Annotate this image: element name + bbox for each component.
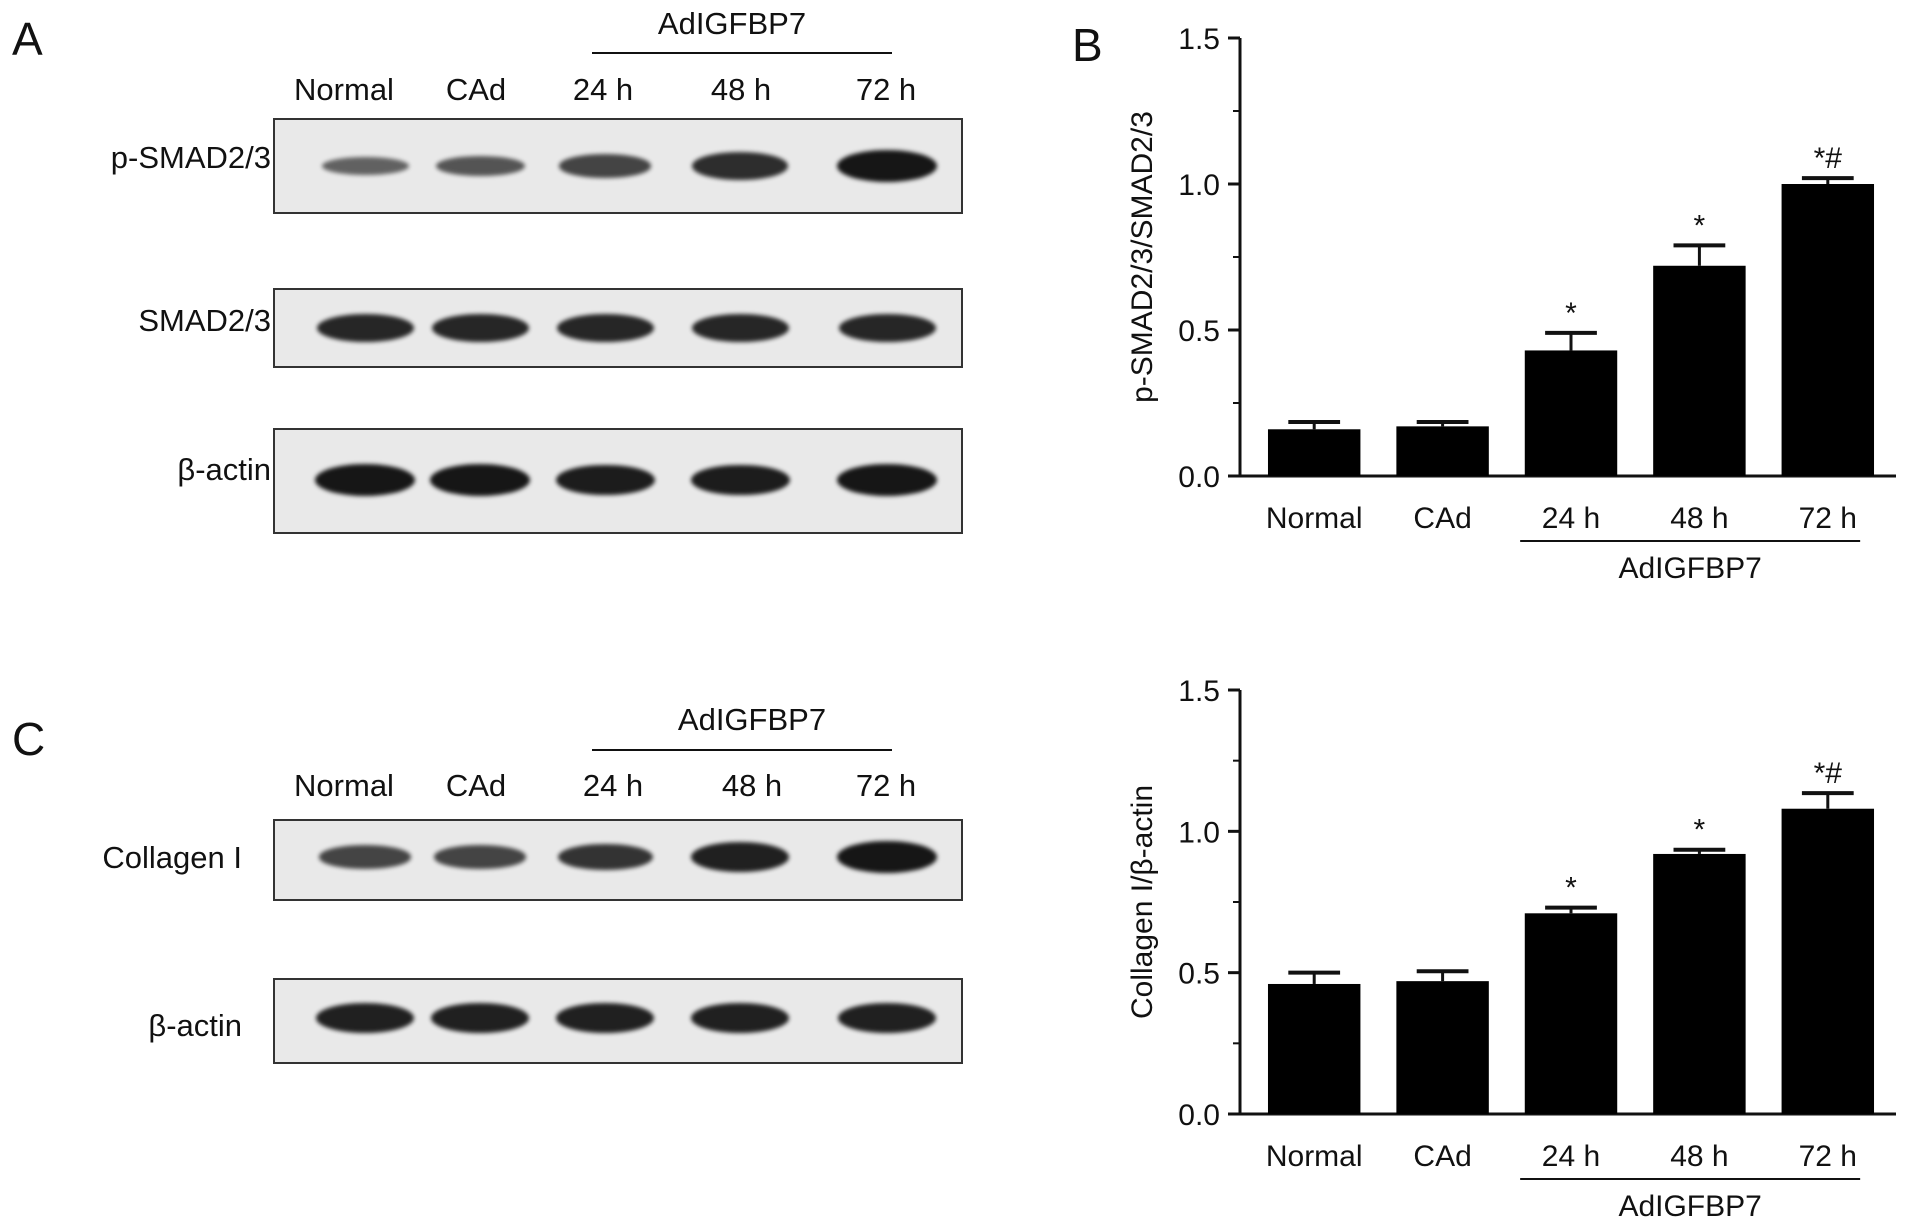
blot-band — [555, 464, 655, 496]
x-tick-label: Normal — [1266, 502, 1363, 535]
group-label: AdIGFBP7 — [1618, 1190, 1761, 1223]
panel-c-group-line — [592, 749, 892, 751]
panel-a-group-label: AdIGFBP7 — [657, 6, 807, 41]
bar — [1781, 808, 1875, 1114]
blot-band — [321, 157, 409, 175]
y-axis-label: Collagen I/β-actin — [1126, 785, 1159, 1019]
x-tick-label: 48 h — [1670, 502, 1728, 535]
blot-band — [319, 845, 411, 869]
panel-c-letter: C — [12, 713, 46, 765]
blot-band — [435, 156, 525, 176]
panel-c-row-label-collagen: Collagen I — [102, 840, 242, 875]
panel-c-row-label-actin: β-actin — [148, 1008, 242, 1043]
panel-b-letter: B — [1072, 19, 1103, 71]
panel-a-lane-label: 48 h — [710, 72, 772, 107]
x-tick-label: Normal — [1266, 1140, 1363, 1173]
significance-marker: *# — [1814, 142, 1843, 175]
panel-a-row-label-psmad: p-SMAD2/3 — [110, 140, 271, 175]
blot-band — [431, 313, 529, 343]
panel-a-row-label-smad: SMAD2/3 — [138, 303, 271, 338]
panel-a-row-label-actin: β-actin — [177, 452, 271, 487]
blot-band — [556, 313, 654, 343]
x-tick-label: 24 h — [1542, 1140, 1600, 1173]
panel-a-lane-label: CAd — [445, 72, 507, 107]
blot-band — [690, 464, 790, 496]
y-tick-label: 0.5 — [1178, 958, 1220, 991]
x-tick-label: 72 h — [1799, 502, 1857, 535]
panel-c-lane-label: 24 h — [582, 768, 644, 803]
significance-marker: * — [1694, 814, 1706, 847]
blot-band — [692, 152, 788, 180]
panel-c-blot-collagen — [273, 819, 963, 901]
blot-band — [316, 313, 414, 343]
x-tick-label: 48 h — [1670, 1140, 1728, 1173]
blot-band — [316, 1003, 414, 1033]
y-tick-label: 0.5 — [1178, 315, 1220, 348]
panel-a-blot-smad — [273, 288, 963, 368]
panel-a-blot-psmad — [273, 118, 963, 214]
group-label: AdIGFBP7 — [1618, 552, 1761, 585]
blot-band — [691, 313, 789, 343]
bar — [1267, 983, 1361, 1114]
panel-a-lane-label: 72 h — [855, 72, 917, 107]
blot-band — [838, 313, 936, 343]
y-tick-label: 1.5 — [1178, 23, 1220, 56]
bar-chart-collagen: 0.0 0.5 1.0 1.5 Collagen I/β-actin Normal CAd *… — [1126, 675, 1896, 1223]
blot-band — [691, 1003, 789, 1033]
x-tick-label: 72 h — [1799, 1140, 1857, 1173]
bar — [1524, 913, 1618, 1114]
significance-marker: * — [1565, 872, 1577, 905]
blot-band — [557, 843, 653, 871]
blot-band — [431, 1003, 529, 1033]
blot-band — [556, 1003, 654, 1033]
panel-a-group-line — [592, 52, 892, 54]
panel-a-lane-label: 24 h — [572, 72, 634, 107]
blot-band — [559, 154, 651, 178]
panel-a-letter: A — [12, 13, 43, 65]
panel-c-lane-label: 72 h — [855, 768, 917, 803]
x-tick-label: 24 h — [1542, 502, 1600, 535]
blot-band — [838, 1003, 936, 1033]
blot-band — [837, 150, 937, 182]
y-tick-label: 1.0 — [1178, 816, 1220, 849]
bar-chart-psmad: 0.0 0.5 1.0 1.5 p-SMAD2/3/SMAD2/3 Normal CAd * 2… — [1126, 23, 1896, 585]
blot-band — [315, 464, 415, 496]
blot-band — [430, 464, 530, 496]
bar — [1781, 184, 1875, 476]
y-tick-label: 1.5 — [1178, 675, 1220, 708]
bar — [1396, 981, 1489, 1114]
significance-marker: * — [1694, 209, 1706, 242]
bar — [1267, 429, 1361, 476]
x-tick-label: CAd — [1413, 1140, 1471, 1173]
panel-a-blot-actin — [273, 428, 963, 534]
panel-a-lane-label: Normal — [294, 72, 394, 107]
y-tick-label: 0.0 — [1178, 461, 1220, 494]
blot-band — [837, 464, 937, 496]
panel-c-lane-label: 48 h — [721, 768, 783, 803]
panel-c-lane-label: CAd — [445, 768, 507, 803]
bar — [1653, 853, 1746, 1114]
blot-band — [837, 841, 937, 873]
blot-band — [434, 845, 526, 869]
panel-c-lane-label: Normal — [294, 768, 394, 803]
x-tick-label: CAd — [1413, 502, 1471, 535]
panel-c-group-label: AdIGFBP7 — [677, 702, 827, 737]
y-tick-label: 0.0 — [1178, 1099, 1220, 1132]
bar — [1524, 350, 1618, 476]
significance-marker: *# — [1814, 757, 1843, 790]
y-axis-label: p-SMAD2/3/SMAD2/3 — [1126, 111, 1159, 403]
bar — [1396, 426, 1489, 476]
blot-band — [691, 842, 789, 872]
significance-marker: * — [1565, 297, 1577, 330]
bar — [1653, 265, 1746, 476]
y-tick-label: 1.0 — [1178, 169, 1220, 202]
panel-c-blot-actin — [273, 978, 963, 1064]
